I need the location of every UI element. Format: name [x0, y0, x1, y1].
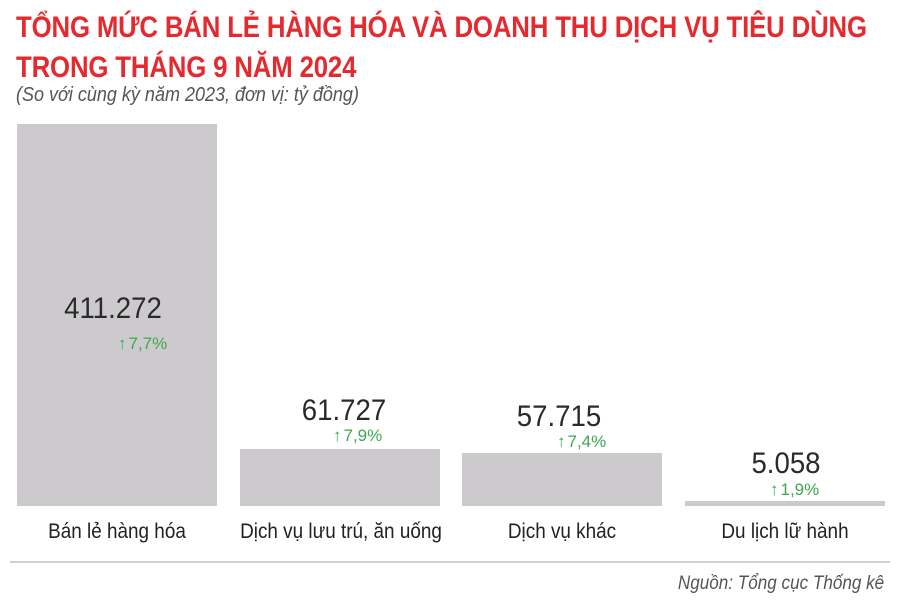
chart-title: TỔNG MỨC BÁN LẺ HÀNG HÓA VÀ DOANH THU DỊ… [16, 8, 867, 88]
category-label: Dịch vụ lưu trú, ăn uống [240, 520, 442, 543]
title-line-1: TỔNG MỨC BÁN LẺ HÀNG HÓA VÀ DOANH THU DỊ… [16, 11, 867, 44]
chart-subtitle: (So với cùng kỳ năm 2023, đơn vị: tỷ đồn… [16, 84, 359, 106]
bar-dich-vu-luu-tru-an-uong [240, 449, 440, 506]
bar-dich-vu-khac [462, 453, 662, 506]
bar-ban-le-hang-hoa [17, 124, 217, 506]
bar-du-lich-lu-hanh [685, 501, 885, 506]
arrow-up-icon: ↑ [333, 426, 342, 445]
arrow-up-icon: ↑ [557, 432, 566, 451]
source-note: Nguồn: Tổng cục Thống kê [677, 573, 884, 594]
bar-growth: ↑ 7,7% [118, 334, 168, 353]
title-line-2: TRONG THÁNG 9 NĂM 2024 [16, 51, 357, 84]
bar-value: 57.715 [516, 400, 602, 433]
arrow-up-icon: ↑ [770, 480, 779, 499]
category-label: Dịch vụ khác [507, 520, 617, 543]
bar-growth: ↑ 1,9% [770, 480, 820, 499]
bar-value: 61.727 [301, 394, 387, 427]
bar-value: 411.272 [64, 292, 162, 325]
category-label: Bán lẻ hàng hóa [48, 520, 186, 543]
footer-divider [10, 561, 890, 563]
category-label: Du lịch lữ hành [721, 520, 849, 543]
bar-value: 5.058 [751, 447, 821, 480]
arrow-up-icon: ↑ [118, 334, 127, 353]
bar-growth: ↑ 7,4% [557, 432, 607, 451]
bar-growth: ↑ 7,9% [333, 426, 383, 445]
